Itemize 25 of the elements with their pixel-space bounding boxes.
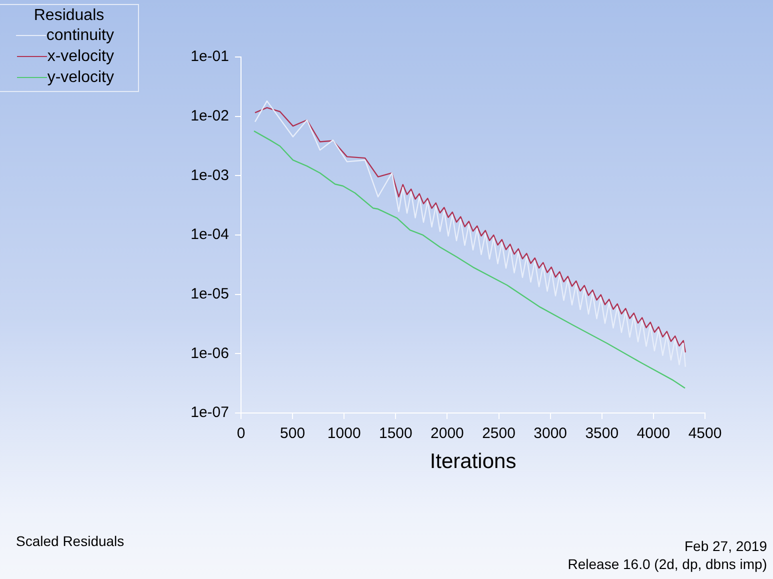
y-tick-label: 1e-07 (190, 404, 229, 422)
y-tick-label: 1e-04 (190, 226, 229, 244)
x-tick-label: 3000 (534, 425, 568, 442)
x-tick-label: 1000 (327, 425, 361, 442)
x-tick-label: 4500 (688, 425, 722, 442)
y-tick-label: 1e-02 (190, 107, 229, 124)
y-tick-label: 1e-06 (190, 344, 229, 362)
x-tick-label: 500 (280, 425, 306, 442)
y-tick-label: 1e-01 (190, 48, 229, 66)
x-tick-label: 2000 (430, 425, 464, 442)
y-tick-label: 1e-03 (190, 166, 229, 184)
x-axis-title: Iterations (430, 450, 516, 474)
text: Release 16.0 (2d, dp, dbns imp) (568, 555, 767, 573)
text: Feb 27, 2019 (683, 537, 767, 555)
legend-label: continuity (46, 26, 114, 46)
x-tick-label: 4000 (636, 425, 670, 442)
legend-label: y-velocity (47, 68, 114, 88)
x-tick-label: 3500 (585, 425, 619, 442)
y-tick-label: 1e-05 (190, 285, 229, 302)
legend-title: Residuals (32, 7, 106, 25)
text: Scaled Residuals (16, 533, 124, 549)
x-tick-label: 1500 (378, 425, 412, 442)
x-tick-label: 0 (236, 425, 246, 442)
legend-label: x-velocity (47, 47, 114, 67)
x-tick-label: 2500 (482, 425, 516, 442)
